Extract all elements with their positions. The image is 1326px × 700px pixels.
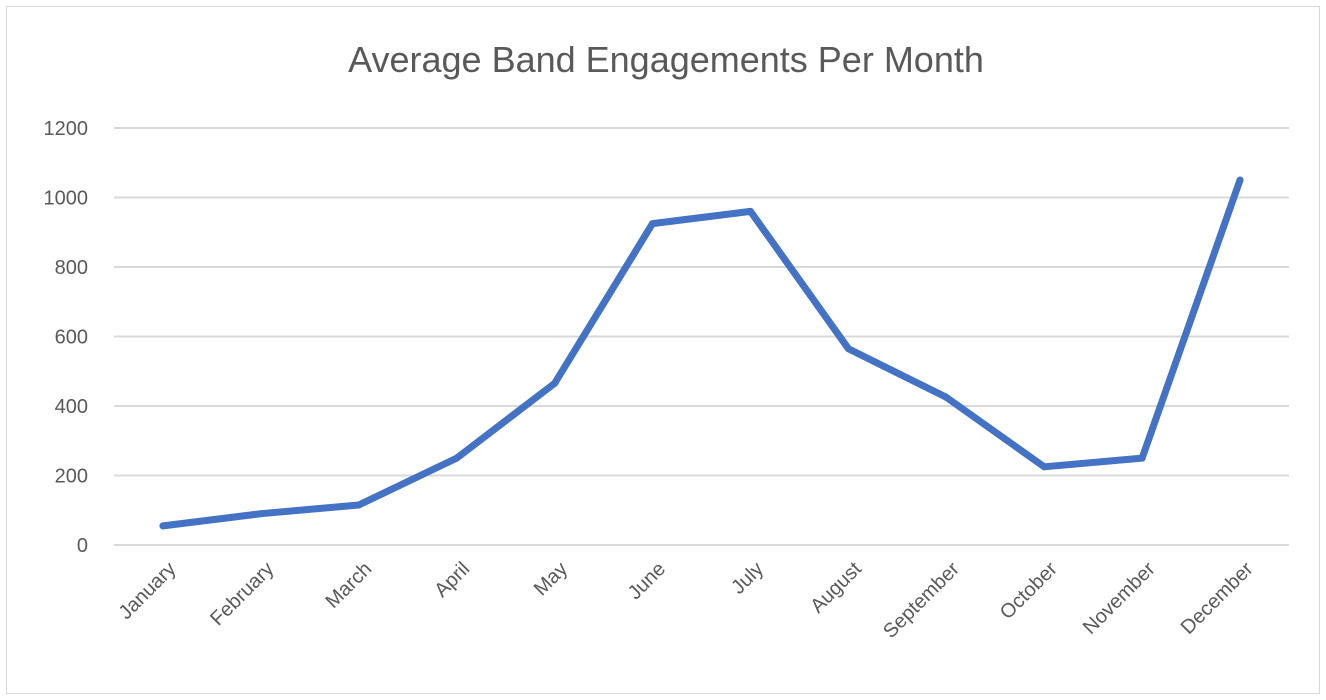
y-axis-ticks: 0 200 400 600 800 1000 1200: [44, 118, 89, 557]
y-tick-label: 1000: [44, 188, 89, 210]
data-point-december: [1236, 176, 1244, 184]
x-tick-label: August: [806, 558, 866, 618]
x-tick-label: February: [206, 558, 278, 630]
data-point-january: [159, 522, 167, 530]
data-point-may: [551, 379, 559, 387]
y-tick-label: 200: [55, 466, 88, 488]
y-tick-label: 400: [55, 396, 88, 418]
y-tick-label: 1200: [44, 118, 89, 140]
data-point-october: [1040, 463, 1048, 471]
x-tick-label: April: [430, 558, 474, 602]
series-layer: [159, 176, 1244, 530]
x-tick-label: November: [1079, 558, 1160, 639]
data-point-august: [844, 345, 852, 353]
data-point-november: [1138, 454, 1146, 462]
data-point-july: [746, 207, 754, 215]
x-tick-label: March: [321, 558, 376, 613]
x-tick-label: June: [624, 558, 670, 604]
x-tick-label: May: [530, 558, 572, 600]
x-tick-label: September: [879, 558, 964, 643]
series-line-0: [159, 176, 1244, 530]
gridlines: [114, 127, 1289, 546]
x-tick-label: December: [1177, 558, 1258, 639]
data-point-february: [257, 510, 265, 518]
data-point-september: [942, 393, 950, 401]
data-point-april: [453, 454, 461, 462]
x-tick-label: July: [727, 558, 768, 599]
x-tick-label: January: [115, 558, 181, 624]
chart-frame: [6, 6, 1320, 694]
x-tick-label: October: [996, 558, 1062, 624]
y-tick-label: 800: [55, 257, 88, 279]
chart-title: Average Band Engagements Per Month: [348, 39, 984, 80]
y-tick-label: 0: [77, 535, 88, 557]
x-axis-ticks: January February March April May June July Augu…: [115, 558, 1258, 643]
y-tick-label: 600: [55, 327, 88, 349]
data-point-june: [649, 220, 657, 228]
data-point-march: [355, 501, 363, 509]
